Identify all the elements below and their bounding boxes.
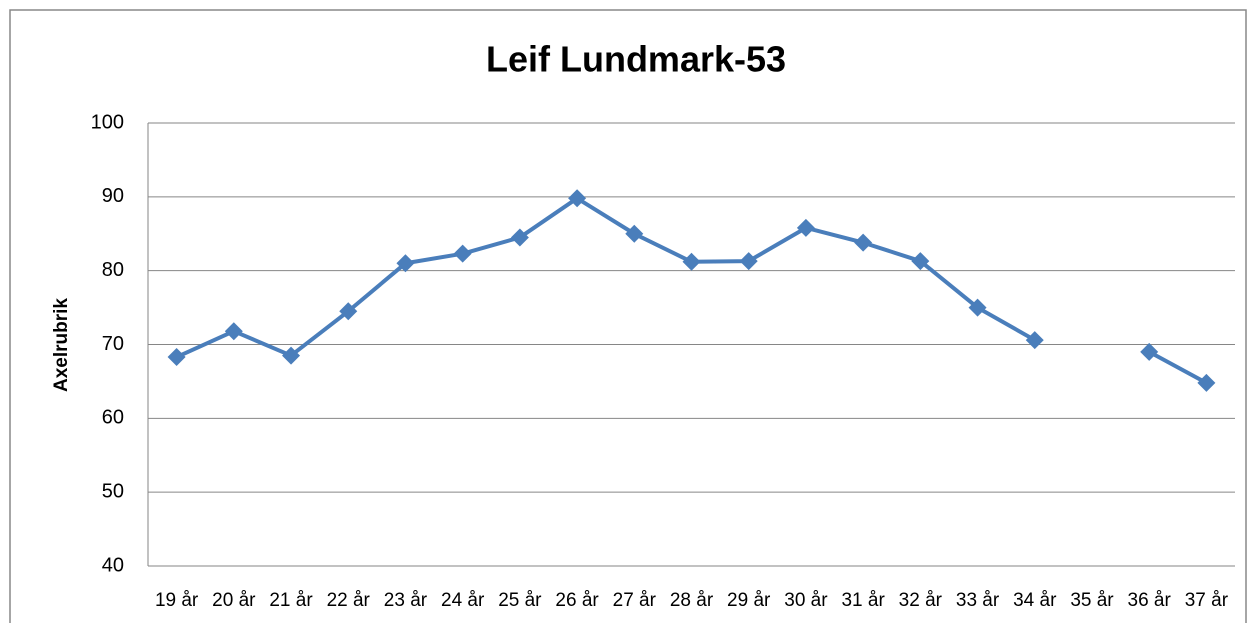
x-tick-label: 27 år — [613, 590, 657, 611]
x-tick-label: 33 år — [956, 590, 1000, 611]
marker — [167, 348, 186, 367]
chart-title: Leif Lundmark-53 — [486, 39, 786, 80]
marker — [339, 302, 358, 321]
y-tick-label: 90 — [102, 185, 124, 207]
x-tick-label: 32 år — [899, 590, 943, 611]
marker — [739, 252, 758, 271]
y-axis-label: Axelrubrik — [51, 298, 72, 392]
marker — [396, 254, 415, 273]
y-tick-label: 50 — [102, 480, 124, 502]
x-tick-label: 37 år — [1185, 590, 1229, 611]
marker — [1025, 331, 1044, 350]
x-tick-label: 25 år — [498, 590, 542, 611]
marker — [224, 322, 243, 341]
y-tick-label: 100 — [91, 111, 124, 133]
x-tick-label: 28 år — [670, 590, 714, 611]
marker — [854, 233, 873, 252]
marker — [453, 244, 472, 263]
marker — [968, 298, 987, 317]
y-tick-label: 80 — [102, 259, 124, 281]
x-tick-label: 19 år — [155, 590, 199, 611]
marker — [911, 252, 930, 271]
x-tick-label: 24 år — [441, 590, 485, 611]
x-tick-label: 22 år — [327, 590, 371, 611]
marker — [568, 189, 587, 208]
y-tick-label: 40 — [102, 554, 124, 576]
x-tick-label: 31 år — [841, 590, 885, 611]
x-tick-label: 23 år — [384, 590, 428, 611]
y-tick-label: 70 — [102, 333, 124, 355]
chart-frame — [9, 9, 1247, 623]
x-tick-label: 34 år — [1013, 590, 1057, 611]
x-tick-label: 35 år — [1070, 590, 1114, 611]
x-tick-label: 21 år — [269, 590, 313, 611]
x-tick-label: 29 år — [727, 590, 771, 611]
x-tick-label: 26 år — [555, 590, 599, 611]
x-tick-label: 20 år — [212, 590, 256, 611]
marker — [1140, 342, 1159, 361]
marker — [510, 228, 529, 247]
marker — [796, 218, 815, 237]
marker — [282, 346, 301, 365]
x-tick-label: 30 år — [784, 590, 828, 611]
marker — [1197, 373, 1216, 392]
line — [175, 196, 1208, 385]
marker — [625, 224, 644, 243]
y-tick-label: 60 — [102, 407, 124, 429]
marker — [682, 252, 701, 271]
x-tick-label: 36 år — [1128, 590, 1172, 611]
